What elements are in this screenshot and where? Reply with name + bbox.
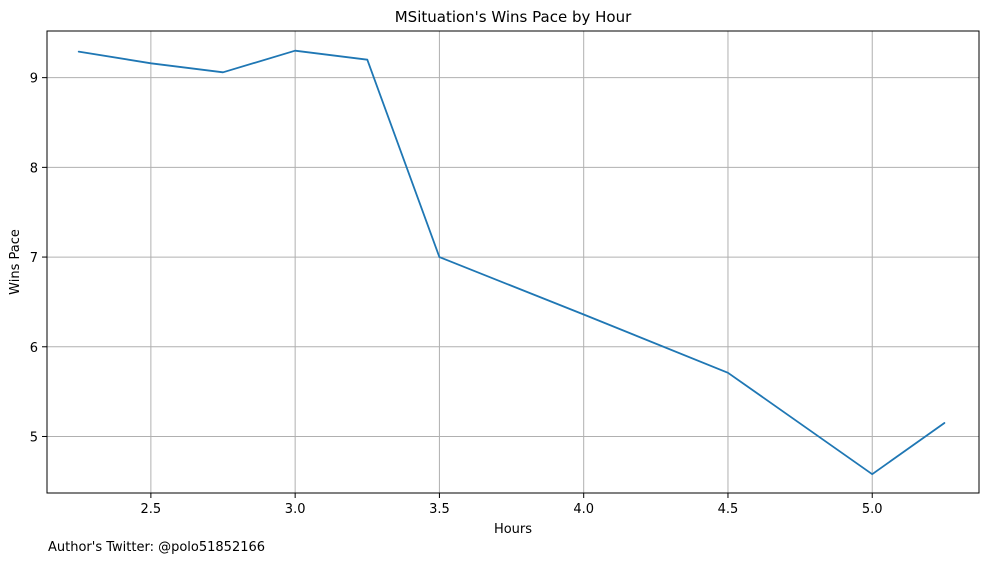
y-tick-label: 9 <box>30 72 38 87</box>
x-tick-label: 4.0 <box>573 502 594 517</box>
y-axis-label: Wins Pace <box>8 229 23 295</box>
x-tick-label: 3.0 <box>285 502 306 517</box>
y-tick-label: 8 <box>30 161 38 176</box>
y-tick-label: 7 <box>30 251 38 266</box>
grid-layer <box>47 31 979 493</box>
x-tick-label: 3.5 <box>429 502 450 517</box>
series-layer <box>77 49 946 476</box>
tick-layer: 2.5 3.0 3.5 4.0 4.5 5.0 5 6 7 8 9 <box>30 72 883 517</box>
x-tick-label: 5.0 <box>862 502 883 517</box>
wins-pace-line <box>77 49 946 476</box>
x-tick-label: 2.5 <box>141 502 162 517</box>
y-tick-label: 6 <box>30 341 38 356</box>
plot-frame <box>46 30 980 494</box>
chart-title: MSituation's Wins Pace by Hour <box>395 8 632 26</box>
x-tick-label: 4.5 <box>718 502 739 517</box>
y-tick-label: 5 <box>30 430 38 445</box>
author-footnote: Author's Twitter: @polo51852166 <box>48 540 265 555</box>
x-axis-label: Hours <box>494 522 532 537</box>
